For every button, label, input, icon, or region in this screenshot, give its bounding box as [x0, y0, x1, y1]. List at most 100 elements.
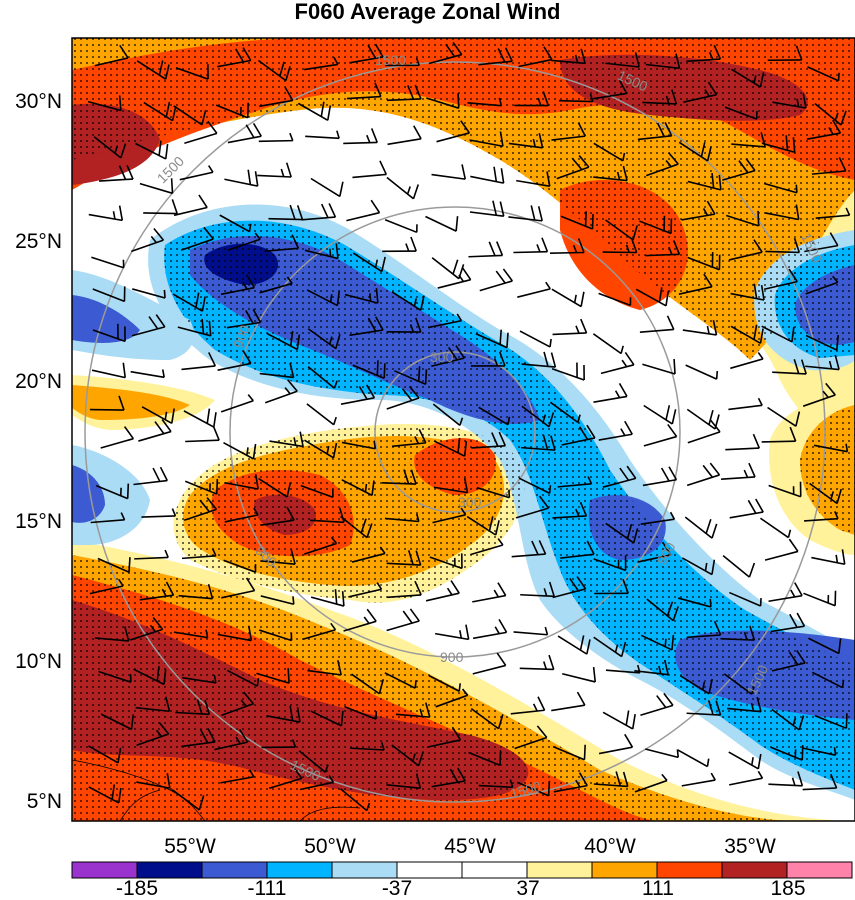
wind-barb-flag — [757, 753, 762, 769]
wind-barb — [434, 632, 469, 641]
wind-barb-flag — [793, 237, 801, 253]
wind-barb — [259, 99, 293, 108]
wind-barb — [552, 332, 587, 336]
wind-barb — [815, 214, 850, 220]
wind-barb — [727, 707, 762, 713]
wind-barb — [553, 784, 588, 793]
wind-barb-flag — [548, 485, 552, 494]
wind-barb — [180, 238, 214, 251]
wind-barb-flag — [709, 598, 712, 608]
wind-barb — [343, 620, 377, 632]
wind-barb — [765, 212, 799, 221]
wind-barb — [136, 733, 169, 747]
wind-barb-flag — [248, 223, 252, 232]
wind-barb — [470, 175, 504, 184]
wind-barb — [761, 325, 793, 343]
wind-barb-flag — [832, 119, 842, 134]
wind-barb — [386, 783, 421, 789]
wind-barb-flag — [795, 204, 800, 220]
wind-barb-flag — [757, 352, 764, 360]
colorbar-swatch — [201, 861, 268, 879]
wind-barb-flag — [541, 237, 549, 253]
orange-west-patch — [72, 385, 190, 420]
wind-barb — [88, 745, 119, 764]
wind-barb-flag — [747, 499, 757, 514]
wind-barb-flag — [624, 352, 635, 366]
wind-barb-flag — [212, 425, 220, 441]
wind-barb — [551, 288, 582, 308]
wind-barb-flag — [834, 354, 840, 370]
wind-barb — [598, 292, 631, 307]
wind-barb — [592, 333, 622, 355]
wind-barb — [217, 362, 252, 371]
wind-barb — [681, 213, 716, 221]
wind-barb — [427, 739, 461, 748]
wind-barb — [472, 631, 507, 640]
wind-barb-flag — [242, 47, 252, 61]
wind-barb — [352, 252, 383, 273]
wind-barb — [643, 404, 673, 425]
colorbar-label: 185 — [770, 877, 805, 900]
wind-barb-flag — [548, 412, 555, 428]
wind-barb-flag — [830, 491, 835, 500]
wind-barb-flag — [661, 773, 668, 782]
wind-barb-flag — [289, 204, 296, 220]
wind-barb-flag — [615, 771, 622, 787]
wind-barb — [476, 486, 510, 499]
wind-barb-flag — [152, 467, 161, 482]
wind-barb — [305, 135, 340, 140]
wind-barb — [257, 59, 287, 82]
wind-barb-flag — [158, 721, 170, 735]
wind-barb-flag — [120, 143, 127, 159]
wind-barb-flag — [667, 423, 678, 438]
wind-barb-flag — [409, 324, 415, 333]
wind-barb-flag — [755, 498, 764, 513]
wind-barb — [260, 595, 294, 606]
stipple-cold-band — [164, 220, 855, 790]
wind-barb — [348, 588, 382, 598]
map-title: F060 Average Zonal Wind — [294, 0, 561, 24]
wind-barb-flag — [795, 45, 803, 61]
wind-barb-flag — [401, 388, 413, 401]
wind-barb-flag — [795, 411, 801, 427]
wind-barb-flag — [411, 753, 416, 762]
wind-barb — [686, 58, 721, 63]
wind-barb-flag — [252, 308, 262, 323]
colorbar-swatch — [266, 861, 333, 879]
wind-barb-flag — [336, 290, 341, 306]
wind-barb — [683, 93, 717, 103]
wind-barb — [304, 439, 334, 459]
wind-barb-flag — [155, 729, 163, 737]
range-rings — [84, 61, 826, 803]
blue-west-lobe — [72, 295, 140, 343]
wind-barb — [637, 554, 671, 563]
wind-barb — [300, 484, 334, 498]
wind-barb — [558, 99, 593, 103]
wind-barb-flag — [170, 408, 175, 424]
wind-barb — [351, 552, 386, 563]
wind-barb-flag — [759, 328, 764, 344]
wind-barb-flag — [706, 200, 716, 215]
wind-barb — [349, 56, 384, 64]
wind-barb — [220, 776, 254, 784]
wind-barb — [90, 519, 125, 524]
lat-tick-label: 25°N — [15, 230, 62, 253]
wind-barb — [349, 329, 384, 337]
wind-barb — [172, 293, 203, 312]
wind-barb — [89, 408, 124, 411]
wind-barb — [138, 430, 172, 442]
wind-barb-flag — [537, 97, 542, 106]
wind-barb — [134, 556, 169, 560]
wind-barb-flag — [542, 414, 547, 423]
wind-barb-flag — [363, 616, 370, 624]
wind-barb-flag — [586, 639, 591, 655]
wind-barb — [645, 748, 679, 759]
wind-barb — [549, 401, 579, 424]
wind-barb-flag — [290, 549, 296, 565]
wind-barb-flag — [335, 333, 341, 349]
wind-barb-flag — [254, 474, 259, 490]
wind-barb — [266, 715, 301, 723]
wind-barb — [427, 319, 462, 329]
wind-barb-flag — [287, 379, 298, 392]
wind-barb — [181, 365, 216, 371]
